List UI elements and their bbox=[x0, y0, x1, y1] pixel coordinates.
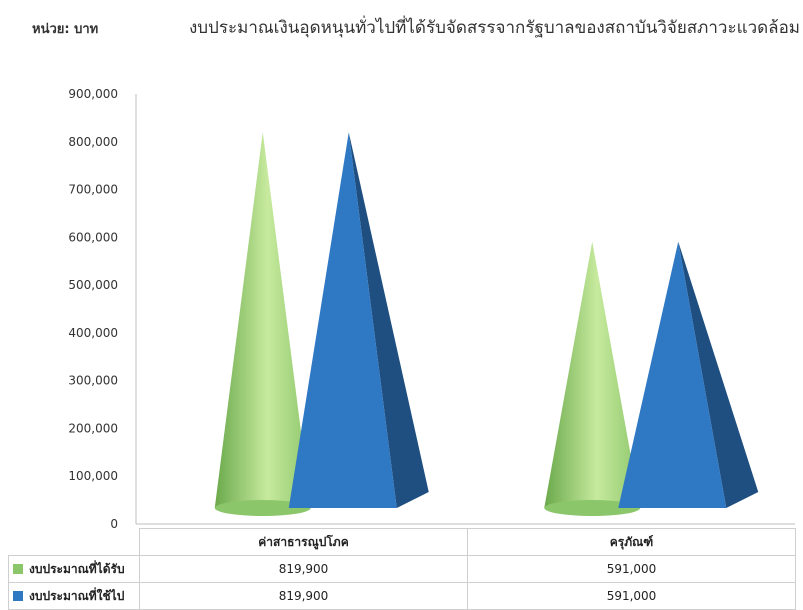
pyramid-mark bbox=[288, 132, 429, 508]
chart-plot: 0 100,000 200,000 300,000 400,000 500,000 600,… bbox=[68, 87, 795, 530]
table-row: งบประมาณที่ได้รับ 819,900 591,000 bbox=[8, 555, 796, 583]
y-tick-label: 800,000 bbox=[68, 135, 118, 149]
legend-label: งบประมาณที่ใช้ไป bbox=[29, 588, 125, 603]
table-row: งบประมาณที่ใช้ไป 819,900 591,000 bbox=[8, 582, 796, 610]
pyramid-front bbox=[618, 241, 727, 508]
y-tick-label: 300,000 bbox=[68, 374, 118, 388]
category-label: ค่าสาธารณูปโภค bbox=[139, 528, 468, 556]
y-tick-label: 500,000 bbox=[68, 278, 118, 292]
legend-swatch-spent bbox=[13, 591, 23, 601]
data-label: 819,900 bbox=[139, 555, 468, 583]
chart-marks bbox=[214, 132, 759, 516]
y-tick-label: 100,000 bbox=[68, 469, 118, 483]
category-label: ครุภัณฑ์ bbox=[467, 528, 796, 556]
data-label: 819,900 bbox=[139, 582, 468, 610]
cone-mark bbox=[214, 132, 311, 516]
legend-label: งบประมาณที่ได้รับ bbox=[29, 561, 125, 576]
y-tick-label: 900,000 bbox=[68, 87, 118, 101]
table-corner bbox=[9, 529, 140, 556]
cone-mark bbox=[544, 241, 641, 516]
legend-entry: งบประมาณที่ได้รับ bbox=[8, 555, 140, 583]
y-tick-label: 400,000 bbox=[68, 326, 118, 340]
y-tick-label: 200,000 bbox=[68, 421, 118, 435]
y-tick-label: 600,000 bbox=[68, 230, 118, 244]
data-label: 591,000 bbox=[467, 582, 796, 610]
legend-swatch-received bbox=[13, 564, 23, 574]
chart-title: งบประมาณเงินอุดหนุนทั่วไปที่ได้รับจัดสรร… bbox=[188, 18, 800, 38]
axes bbox=[135, 94, 795, 525]
pyramid-side bbox=[348, 132, 429, 508]
pyramid-front bbox=[288, 132, 397, 508]
table-header-row: ค่าสาธารณูปโภค ครุภัณฑ์ bbox=[9, 528, 796, 556]
cone-base bbox=[544, 500, 641, 516]
pyramid-side bbox=[678, 241, 759, 508]
pyramid-mark bbox=[618, 241, 759, 508]
unit-label: หน่วย: บาท bbox=[32, 22, 99, 37]
data-label: 591,000 bbox=[467, 555, 796, 583]
cone-base bbox=[214, 500, 311, 516]
y-tick-label: 0 bbox=[110, 517, 118, 530]
legend-entry: งบประมาณที่ใช้ไป bbox=[8, 582, 140, 610]
y-tick-label: 700,000 bbox=[68, 183, 118, 197]
cone-body bbox=[214, 132, 311, 508]
data-table: ค่าสาธารณูปโภค ครุภัณฑ์ งบประมาณที่ได้รั… bbox=[8, 528, 796, 610]
y-ticks: 0 100,000 200,000 300,000 400,000 500,000 600,… bbox=[68, 87, 118, 530]
cone-body bbox=[544, 241, 641, 508]
